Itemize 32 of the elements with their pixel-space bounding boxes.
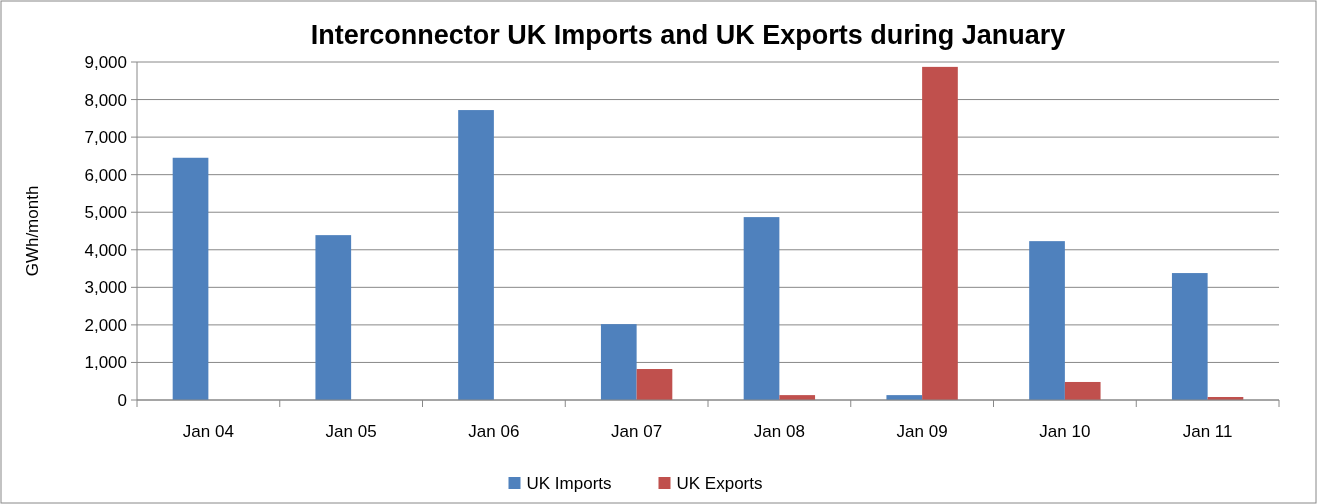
x-tick-label: Jan 11 xyxy=(1182,422,1233,441)
bar xyxy=(1171,273,1208,400)
bar xyxy=(315,235,352,400)
chart-title: Interconnector UK Imports and UK Exports during January xyxy=(310,20,1066,50)
y-tick-label: 4,000 xyxy=(84,240,127,260)
y-tick-label: 6,000 xyxy=(84,165,127,185)
bar xyxy=(458,110,494,400)
x-tick-label: Jan 08 xyxy=(753,422,805,441)
y-tick-label: 3,000 xyxy=(84,278,127,298)
y-tick-label: 9,000 xyxy=(84,52,127,72)
y-tick-label: 1,000 xyxy=(84,353,127,373)
y-axis-title: GWh/month xyxy=(23,185,42,277)
x-tick-label: Jan 06 xyxy=(468,422,520,441)
legend-label: UK Exports xyxy=(676,473,763,493)
x-tick-label: Jan 10 xyxy=(1039,422,1091,441)
bar xyxy=(1064,381,1101,400)
y-tick-label: 8,000 xyxy=(84,90,127,110)
bar xyxy=(600,324,637,400)
bar xyxy=(922,66,958,400)
y-tick-label: 7,000 xyxy=(84,128,127,148)
legend-label: UK Imports xyxy=(526,473,612,493)
y-tick-label: 0 xyxy=(117,390,127,410)
bar xyxy=(743,217,780,400)
bar xyxy=(1029,241,1065,400)
y-tick-label: 2,000 xyxy=(84,315,127,335)
y-tick-label: 5,000 xyxy=(84,203,127,223)
bar xyxy=(636,369,673,400)
x-tick-label: Jan 09 xyxy=(896,422,948,441)
x-tick-label: Jan 07 xyxy=(611,422,663,441)
bar xyxy=(172,157,209,400)
x-tick-label: Jan 05 xyxy=(325,422,377,441)
x-tick-label: Jan 04 xyxy=(182,422,234,441)
